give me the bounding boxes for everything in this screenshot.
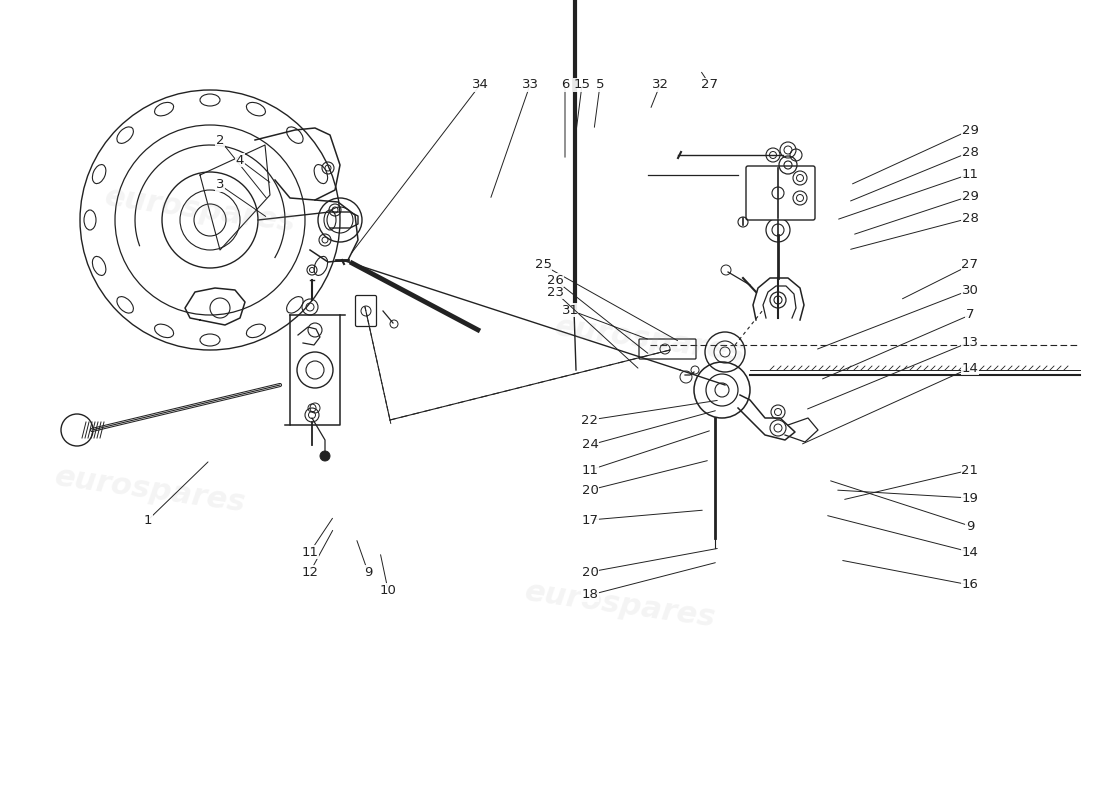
Text: eurospares: eurospares: [552, 312, 748, 368]
Text: 15: 15: [573, 78, 591, 91]
Text: 34: 34: [472, 78, 488, 91]
Text: 7: 7: [966, 309, 975, 322]
Text: 11: 11: [582, 463, 598, 477]
Text: 29: 29: [961, 190, 978, 202]
Text: 17: 17: [582, 514, 598, 526]
Text: 29: 29: [961, 123, 978, 137]
Text: 16: 16: [961, 578, 978, 591]
Text: 28: 28: [961, 146, 978, 158]
Text: 21: 21: [961, 463, 979, 477]
Text: 9: 9: [364, 566, 372, 578]
Text: eurospares: eurospares: [102, 182, 297, 238]
Text: 20: 20: [582, 566, 598, 578]
FancyBboxPatch shape: [639, 339, 696, 359]
Text: 24: 24: [582, 438, 598, 451]
Text: 27: 27: [702, 78, 718, 91]
Text: 18: 18: [582, 589, 598, 602]
Text: 14: 14: [961, 546, 978, 558]
Text: 30: 30: [961, 283, 978, 297]
Text: 20: 20: [582, 483, 598, 497]
FancyBboxPatch shape: [746, 166, 815, 220]
FancyBboxPatch shape: [355, 295, 376, 326]
Text: 23: 23: [547, 286, 563, 298]
Text: 5: 5: [596, 78, 604, 91]
Text: 9: 9: [966, 519, 975, 533]
Text: 27: 27: [961, 258, 979, 271]
Text: 26: 26: [547, 274, 563, 286]
Text: 19: 19: [961, 491, 978, 505]
Circle shape: [320, 451, 330, 461]
Text: 11: 11: [301, 546, 319, 558]
Text: 2: 2: [216, 134, 224, 146]
Text: 33: 33: [521, 78, 539, 91]
Text: 1: 1: [144, 514, 152, 526]
Text: 25: 25: [535, 258, 551, 271]
Text: 22: 22: [582, 414, 598, 426]
Text: 13: 13: [961, 335, 979, 349]
Text: 3: 3: [216, 178, 224, 191]
Text: eurospares: eurospares: [53, 462, 248, 518]
Text: 14: 14: [961, 362, 978, 374]
Text: 10: 10: [379, 583, 396, 597]
Text: 32: 32: [651, 78, 669, 91]
Text: eurospares: eurospares: [522, 578, 717, 633]
Text: 12: 12: [301, 566, 319, 578]
Text: 11: 11: [961, 167, 979, 181]
Text: 6: 6: [561, 78, 569, 91]
Text: 31: 31: [561, 303, 579, 317]
Text: 28: 28: [961, 211, 978, 225]
Text: 4: 4: [235, 154, 244, 166]
